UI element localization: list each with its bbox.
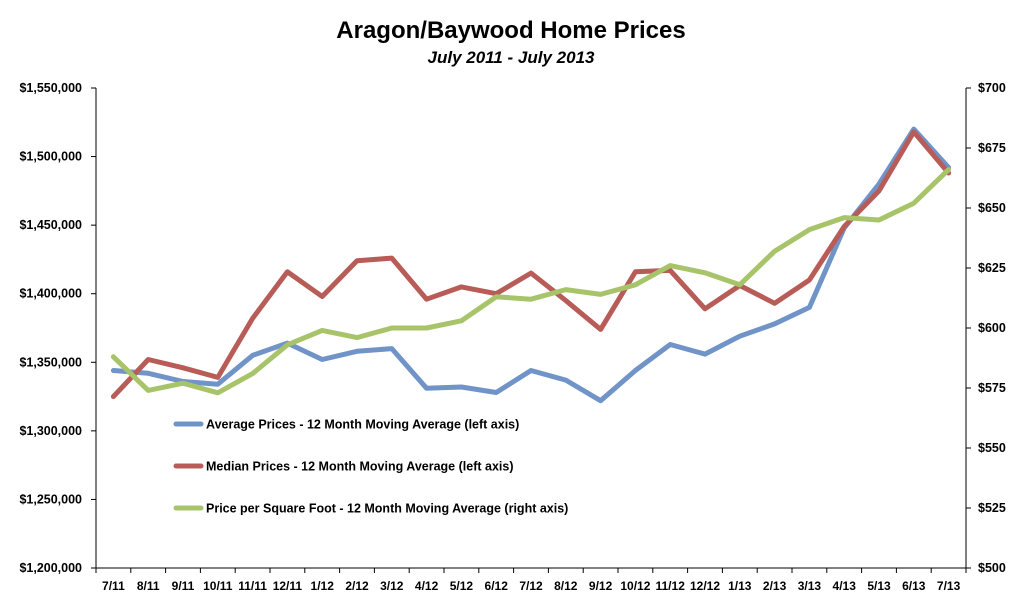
right-axis-ticks: $500 $525 $550 $575 $600 $625 $650 $675 $700 xyxy=(966,81,1006,575)
x-tick-label: 4/13 xyxy=(833,579,857,593)
x-tick-label: 5/12 xyxy=(450,579,474,593)
x-tick-label: 11/11 xyxy=(238,579,267,593)
right-tick-label: $650 xyxy=(978,201,1006,215)
x-tick-label: 5/13 xyxy=(867,579,891,593)
x-tick-label: 8/12 xyxy=(554,579,578,593)
series-line-0 xyxy=(110,126,952,404)
x-tick-label: 12/12 xyxy=(690,579,720,593)
x-tick-label: 1/12 xyxy=(311,579,335,593)
left-tick-label: $1,300,000 xyxy=(19,424,82,438)
x-tick-label: 3/12 xyxy=(380,579,404,593)
chart-subtitle: July 2011 - July 2013 xyxy=(428,48,596,67)
legend: Average Prices - 12 Month Moving Average… xyxy=(173,418,568,516)
x-axis-ticks: 7/11 8/11 9/11 10/11 11/11 12/11 1/12 2/12 3/12 4… xyxy=(95,568,967,593)
right-tick-label: $525 xyxy=(978,501,1006,515)
right-tick-label: $675 xyxy=(978,141,1006,155)
x-tick-label: 11/12 xyxy=(656,579,686,593)
x-tick-label: 9/12 xyxy=(589,579,613,593)
x-tick-label: 10/11 xyxy=(203,579,233,593)
legend-label: Average Prices - 12 Month Moving Average… xyxy=(206,418,519,432)
x-tick-label: 4/12 xyxy=(415,579,439,593)
x-tick-label: 7/11 xyxy=(102,579,125,593)
right-tick-label: $625 xyxy=(978,261,1006,275)
right-tick-label: $575 xyxy=(978,381,1006,395)
left-tick-label: $1,200,000 xyxy=(19,561,82,575)
legend-label: Price per Square Foot - 12 Month Moving … xyxy=(206,502,568,516)
left-axis-ticks: $1,200,000 $1,250,000 $1,300,000 $1,350,000… xyxy=(19,81,96,575)
x-tick-label: 9/11 xyxy=(172,579,195,593)
left-tick-label: $1,400,000 xyxy=(19,287,82,301)
series-line-2 xyxy=(110,167,952,396)
x-tick-label: 3/13 xyxy=(798,579,822,593)
x-tick-label: 7/12 xyxy=(519,579,543,593)
left-tick-label: $1,350,000 xyxy=(19,355,82,369)
x-tick-label: 7/13 xyxy=(937,579,961,593)
x-tick-label: 2/12 xyxy=(345,579,369,593)
x-tick-label: 8/11 xyxy=(137,579,160,593)
right-tick-label: $600 xyxy=(978,321,1006,335)
chart-title: Aragon/Baywood Home Prices xyxy=(336,17,685,44)
x-tick-label: 6/12 xyxy=(485,579,509,593)
x-tick-label: 2/13 xyxy=(763,579,787,593)
legend-label: Median Prices - 12 Month Moving Average … xyxy=(206,460,513,474)
right-tick-label: $550 xyxy=(978,441,1006,455)
series-line-1 xyxy=(110,129,952,400)
x-tick-label: 10/12 xyxy=(620,579,650,593)
left-tick-label: $1,250,000 xyxy=(19,492,82,506)
series-lines xyxy=(110,126,952,404)
x-tick-label: 6/13 xyxy=(902,579,926,593)
right-tick-label: $500 xyxy=(978,561,1006,575)
right-tick-label: $700 xyxy=(978,81,1006,95)
left-tick-label: $1,500,000 xyxy=(19,150,82,164)
x-tick-label: 1/13 xyxy=(728,579,752,593)
left-tick-label: $1,450,000 xyxy=(19,218,82,232)
x-tick-label: 12/11 xyxy=(273,579,303,593)
left-tick-label: $1,550,000 xyxy=(19,81,82,95)
